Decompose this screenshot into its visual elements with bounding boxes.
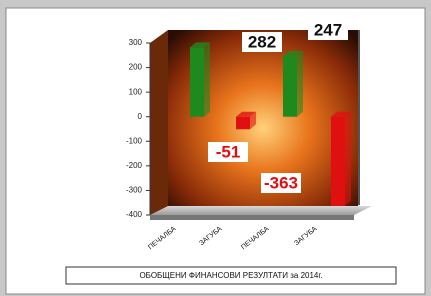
chart-title: ОБОБЩЕНИ ФИНАНСОВИ РЕЗУЛТАТИ за 2014г. xyxy=(139,271,322,280)
data-label: -363 xyxy=(264,173,298,192)
bar xyxy=(283,56,297,117)
data-label: -51 xyxy=(216,142,241,161)
bar xyxy=(236,117,250,130)
bar xyxy=(190,47,204,116)
bar-side xyxy=(204,42,210,116)
y-tick-label: -200 xyxy=(126,161,143,170)
y-tick-label: -300 xyxy=(126,186,143,195)
y-tick-label: 300 xyxy=(129,38,143,47)
floor xyxy=(150,206,372,215)
y-tick-label: 100 xyxy=(129,87,143,96)
data-label: 247 xyxy=(314,20,342,39)
y-tick-label: -400 xyxy=(126,210,143,219)
floor-edge xyxy=(150,215,354,220)
bar-side xyxy=(345,112,351,206)
side-wall xyxy=(150,30,168,215)
data-label: 282 xyxy=(248,32,276,51)
y-tick-label: 200 xyxy=(129,63,143,72)
y-tick-label: -100 xyxy=(126,136,143,145)
bar-side xyxy=(297,51,303,117)
y-tick-label: 0 xyxy=(138,112,143,121)
chart: ОБОБЩЕНИ ФИНАНСОВИ РЕЗУЛТАТИ за 2014г. -… xyxy=(0,0,431,296)
bar xyxy=(331,117,345,206)
